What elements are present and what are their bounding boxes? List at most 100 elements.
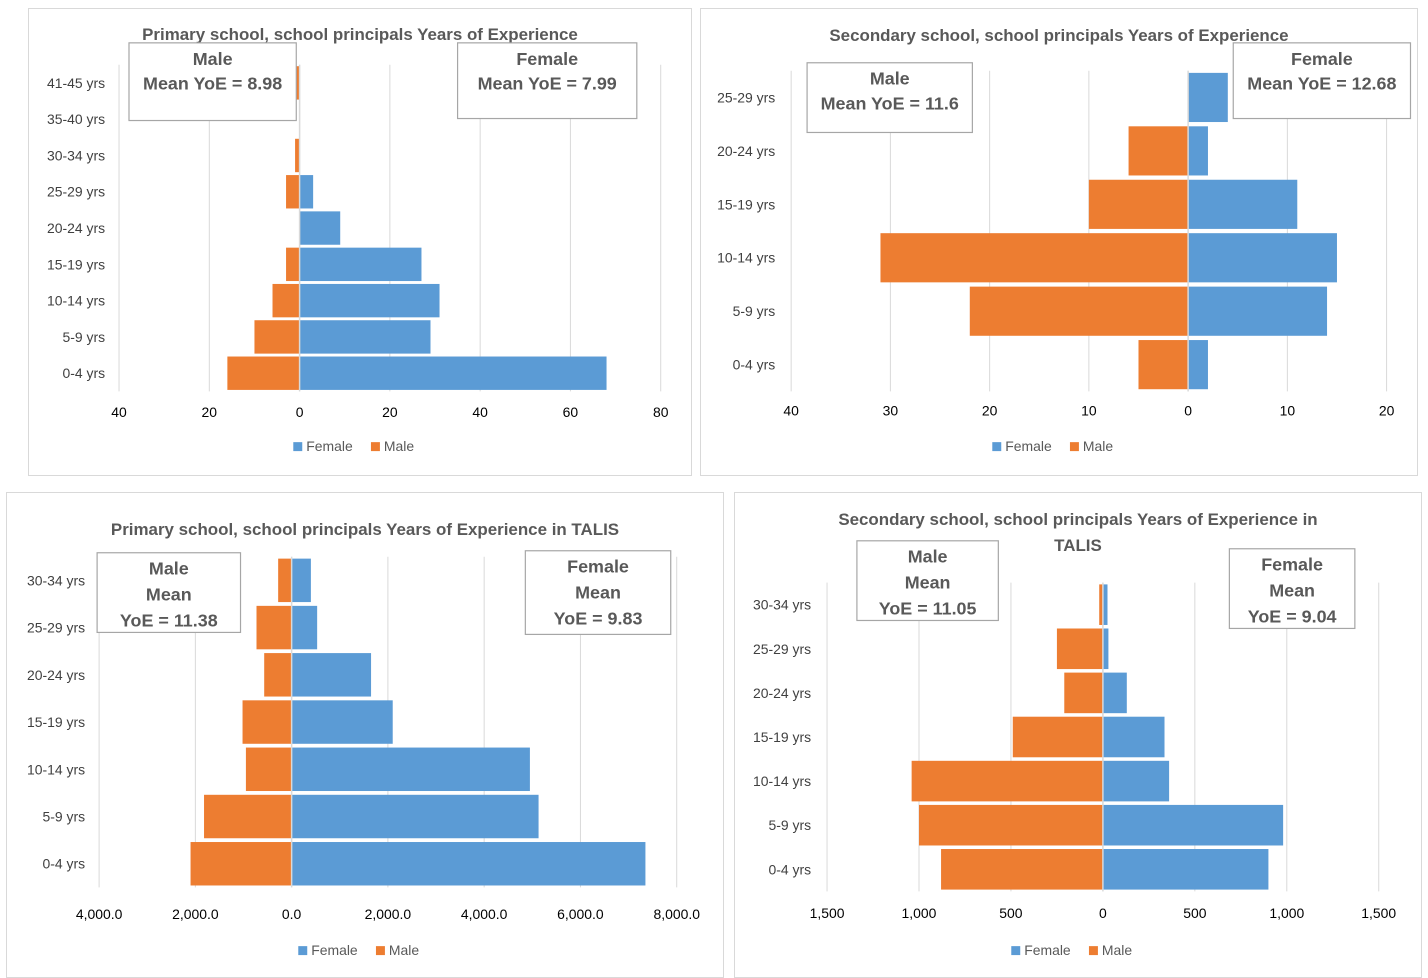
- female-bar: [1102, 760, 1170, 802]
- category-label: 25-29 yrs: [27, 620, 85, 636]
- male-mean-text: Mean: [905, 573, 951, 593]
- legend-female-swatch: [293, 442, 303, 452]
- category-label: 20-24 yrs: [27, 667, 85, 683]
- x-tick-label: 2,000.0: [365, 906, 412, 922]
- female-bar: [291, 700, 393, 744]
- x-tick-label: 500: [999, 905, 1023, 921]
- category-label: 15-19 yrs: [27, 714, 85, 730]
- female-bar: [1102, 672, 1127, 714]
- male-bar: [256, 605, 292, 650]
- x-tick-label: 30: [883, 402, 899, 418]
- x-tick-label: 60: [563, 404, 579, 420]
- category-label: 10-14 yrs: [47, 293, 105, 309]
- female-mean-text: Mean YoE = 12.68: [1247, 74, 1396, 94]
- legend-female-swatch: [1011, 946, 1021, 956]
- male-bar: [286, 247, 300, 282]
- chart-title: Primary school, school principals Years …: [111, 520, 619, 539]
- chart-title: Secondary school, school principals Year…: [829, 26, 1288, 45]
- male-bar: [254, 320, 300, 354]
- x-tick-label: 40: [472, 404, 488, 420]
- female-bar: [291, 653, 372, 697]
- category-label: 30-34 yrs: [753, 597, 811, 613]
- x-tick-label: 1,500: [1361, 905, 1396, 921]
- category-label: 25-29 yrs: [717, 89, 775, 105]
- legend-male-swatch: [370, 442, 380, 452]
- female-bar: [1188, 286, 1328, 336]
- male-bar: [1128, 126, 1189, 176]
- female-bar: [299, 211, 341, 245]
- female-bar: [1188, 179, 1298, 229]
- category-label: 25-29 yrs: [753, 641, 811, 657]
- category-label: 41-45 yrs: [47, 75, 105, 91]
- male-bar: [918, 804, 1103, 846]
- x-tick-label: 20: [982, 402, 998, 418]
- category-label: 30-34 yrs: [27, 572, 85, 588]
- legend-female-swatch: [298, 946, 308, 956]
- male-bar: [911, 760, 1103, 802]
- male-bar: [969, 286, 1189, 336]
- chart-title: TALIS: [1054, 536, 1102, 555]
- male-bar: [245, 747, 292, 792]
- male-mean-text: YoE = 11.38: [120, 610, 218, 630]
- male-bar: [264, 653, 292, 697]
- x-tick-label: 1,500: [810, 905, 845, 921]
- male-bar: [295, 138, 300, 173]
- female-bar: [1102, 584, 1108, 625]
- male-bar: [204, 794, 292, 839]
- male-mean-box: [128, 42, 297, 122]
- x-tick-label: 500: [1183, 905, 1207, 921]
- x-tick-label: 1,000: [902, 905, 937, 921]
- category-label: 10-14 yrs: [717, 250, 775, 266]
- chart-panel-secondary: Secondary school, school principals Year…: [700, 8, 1418, 476]
- category-label: 5-9 yrs: [733, 303, 776, 319]
- x-tick-label: 8,000.0: [653, 906, 700, 922]
- x-tick-label: 20: [202, 404, 218, 420]
- x-tick-label: 10: [1280, 402, 1296, 418]
- female-bar: [291, 842, 646, 886]
- x-tick-label: 6,000.0: [557, 906, 604, 922]
- chart-svg-primary-talis: Primary school, school principals Years …: [27, 520, 700, 958]
- female-mean-text: Mean: [1269, 581, 1315, 601]
- category-label: 25-29 yrs: [47, 184, 105, 200]
- x-tick-label: 40: [111, 404, 127, 420]
- male-bar: [295, 66, 300, 100]
- female-bar: [1102, 804, 1284, 846]
- legend-female-swatch: [992, 442, 1002, 452]
- male-bar: [1012, 716, 1103, 758]
- male-bar: [1088, 179, 1189, 229]
- female-mean-box: [524, 550, 672, 636]
- female-bar: [299, 175, 314, 209]
- female-bar: [1102, 716, 1165, 758]
- male-mean-text: Male: [193, 49, 233, 69]
- female-mean-text: Female: [1291, 49, 1353, 69]
- female-bar: [1188, 340, 1208, 390]
- chart-title: Primary school, school principals Years …: [142, 25, 578, 44]
- female-bar: [1188, 126, 1208, 176]
- x-tick-label: 0: [1099, 905, 1107, 921]
- male-bar: [1099, 584, 1103, 625]
- female-bar: [299, 283, 440, 318]
- category-label: 0-4 yrs: [62, 365, 105, 381]
- male-mean-text: Male: [870, 69, 910, 89]
- category-label: 5-9 yrs: [62, 329, 105, 345]
- category-label: 0-4 yrs: [43, 856, 86, 872]
- male-mean-box: [806, 62, 973, 134]
- legend-male-label: Male: [389, 942, 419, 958]
- x-tick-label: 4,000.0: [76, 906, 123, 922]
- x-tick-label: 2,000.0: [172, 906, 219, 922]
- female-mean-text: Female: [516, 49, 578, 69]
- legend-female-label: Female: [1005, 438, 1052, 454]
- male-mean-text: Mean YoE = 8.98: [143, 74, 282, 94]
- male-bar: [941, 849, 1103, 890]
- chart-svg-secondary-talis: Secondary school, school principals Year…: [753, 510, 1396, 958]
- x-tick-label: 0: [296, 404, 304, 420]
- category-label: 30-34 yrs: [47, 147, 105, 163]
- category-label: 10-14 yrs: [753, 773, 811, 789]
- x-tick-label: 0.0: [282, 906, 302, 922]
- chart-svg-secondary: Secondary school, school principals Year…: [717, 26, 1412, 454]
- category-label: 0-4 yrs: [733, 357, 776, 373]
- female-bar: [291, 558, 311, 603]
- legend-male-label: Male: [384, 438, 414, 454]
- female-bar: [291, 605, 318, 650]
- chart-title: Secondary school, school principals Year…: [838, 510, 1317, 529]
